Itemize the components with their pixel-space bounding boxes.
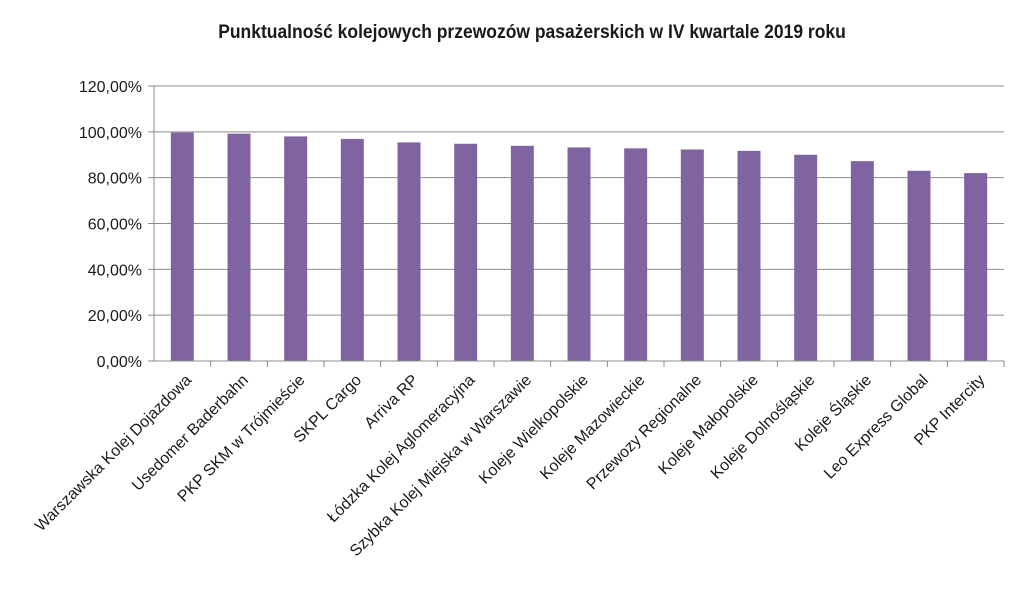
x-tick-label: Arriva RP bbox=[361, 372, 421, 432]
bar bbox=[340, 138, 364, 361]
chart-title: Punktualność kolejowych przewozów pasaże… bbox=[218, 22, 846, 43]
x-tick-label: Usedomer Baderbahn bbox=[129, 372, 252, 495]
bar bbox=[567, 147, 591, 361]
x-tick-label: Koleje Dolnośląskie bbox=[708, 372, 819, 483]
bar bbox=[794, 154, 818, 361]
y-tick-label: 60,00% bbox=[88, 217, 142, 234]
bar bbox=[964, 173, 988, 361]
bar bbox=[454, 143, 478, 361]
y-tick-label: 80,00% bbox=[88, 171, 142, 188]
bar bbox=[284, 136, 308, 361]
bar bbox=[170, 132, 194, 361]
bars bbox=[170, 132, 988, 361]
y-tick-label: 100,00% bbox=[79, 125, 142, 142]
x-tick-label: Leo Express Global bbox=[821, 372, 932, 483]
x-tick-label: Koleje Mazowieckie bbox=[537, 372, 648, 483]
y-axis-tick-labels: 0,00% 20,00% 40,00% 60,00% 80,00% 100,00% 120,… bbox=[79, 79, 142, 371]
bar bbox=[737, 150, 761, 361]
bar bbox=[397, 142, 421, 361]
x-tick-label: Przewozy Regionalne bbox=[584, 372, 706, 494]
y-tick-label: 0,00% bbox=[97, 354, 142, 371]
bar bbox=[510, 145, 534, 361]
y-tick-label: 40,00% bbox=[88, 262, 142, 279]
x-tick-label: Koleje Małopolskie bbox=[655, 372, 761, 478]
bar bbox=[227, 133, 251, 361]
bar bbox=[907, 170, 931, 361]
bar bbox=[850, 161, 874, 361]
x-tick-label: Koleje Wielkopolskie bbox=[476, 372, 592, 488]
y-tick-label: 120,00% bbox=[79, 79, 142, 96]
bar bbox=[680, 149, 704, 361]
bar bbox=[624, 148, 648, 361]
y-tick-label: 20,00% bbox=[88, 308, 142, 325]
axes bbox=[153, 86, 1005, 367]
